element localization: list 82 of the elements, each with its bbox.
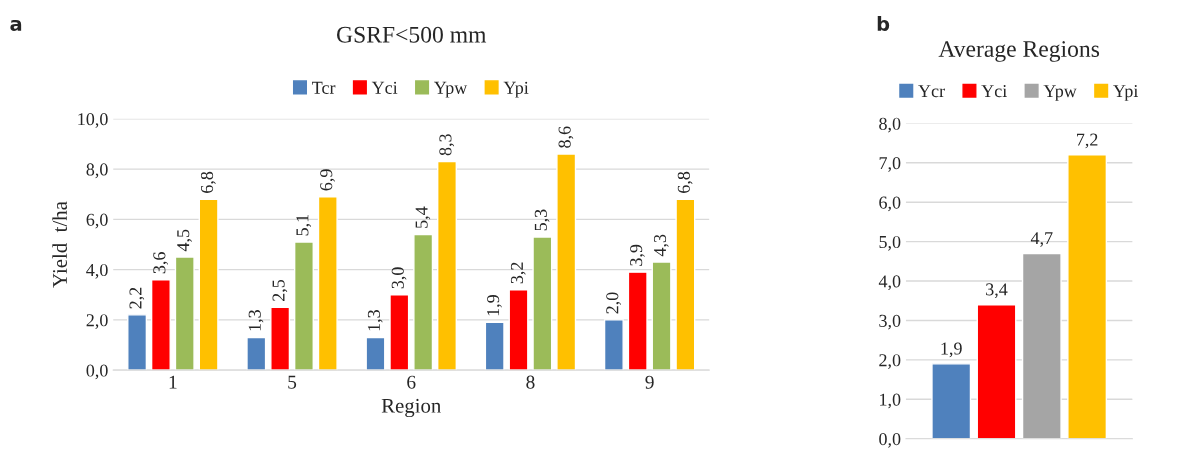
data-label: 2,2 bbox=[129, 287, 145, 309]
y-tick-label: 1,0 bbox=[880, 393, 901, 409]
data-label: 2,5 bbox=[272, 279, 288, 301]
x-tick-label: 9 bbox=[645, 375, 654, 389]
legend-label: Ypi bbox=[1113, 85, 1139, 101]
y-tick-label: 0,0 bbox=[879, 432, 901, 448]
chart-title: Average Regions bbox=[938, 41, 1100, 62]
bar bbox=[484, 321, 505, 371]
bar bbox=[293, 241, 314, 371]
x-tick-label: 1 bbox=[169, 375, 177, 389]
x-tick-label: 5 bbox=[288, 375, 297, 389]
y-tick-label: 0,0 bbox=[86, 364, 108, 380]
data-label: 3,9 bbox=[630, 244, 645, 266]
data-label: 6,9 bbox=[320, 169, 335, 191]
bar bbox=[556, 153, 577, 371]
y-tick-label: 6,0 bbox=[86, 213, 108, 229]
data-label: 3,0 bbox=[391, 267, 407, 289]
legend-label: Yci bbox=[981, 85, 1007, 98]
bar bbox=[270, 306, 291, 371]
y-tick-label: 6,0 bbox=[879, 196, 901, 212]
data-label: 5,3 bbox=[534, 209, 550, 231]
x-axis-title: Region bbox=[381, 398, 442, 418]
data-label: 6,8 bbox=[677, 171, 693, 193]
bar bbox=[603, 319, 624, 371]
legend-label: Ycr bbox=[918, 85, 945, 98]
data-label: 1,9 bbox=[487, 295, 502, 316]
y-tick-label: 2,0 bbox=[879, 354, 901, 369]
data-label: 3,4 bbox=[986, 283, 1008, 299]
bar bbox=[174, 256, 195, 371]
legend-label: Ypw bbox=[1043, 85, 1077, 101]
data-label: 3,6 bbox=[153, 252, 169, 274]
y-tick-label: 4,0 bbox=[878, 275, 901, 291]
data-label: 4,5 bbox=[177, 229, 192, 252]
y-tick-label: 8,0 bbox=[879, 117, 901, 133]
x-tick-label: 6 bbox=[407, 375, 416, 389]
y-tick-label: 4,0 bbox=[86, 263, 108, 279]
data-label: 7,2 bbox=[1077, 133, 1098, 149]
data-label: 6,8 bbox=[200, 171, 216, 193]
bar bbox=[627, 271, 648, 371]
bar bbox=[976, 304, 1017, 439]
data-label: 1,3 bbox=[248, 310, 264, 331]
bar bbox=[198, 198, 219, 371]
y-tick-label: 3,0 bbox=[879, 314, 901, 330]
legend-label: Ypw bbox=[434, 81, 468, 98]
data-label: 8,6 bbox=[558, 126, 574, 148]
data-label: 5,1 bbox=[296, 214, 312, 236]
data-label: 5,4 bbox=[415, 206, 431, 228]
bar bbox=[532, 236, 553, 371]
y-tick-label: 2,0 bbox=[86, 314, 108, 329]
data-label: 8,3 bbox=[439, 134, 455, 156]
legend-label: Tcr bbox=[312, 81, 336, 94]
y-tick-label: 5,0 bbox=[879, 235, 901, 251]
bar bbox=[1067, 154, 1108, 439]
bar bbox=[246, 336, 267, 371]
bar bbox=[651, 261, 672, 371]
y-tick-label: 8,0 bbox=[86, 163, 108, 179]
data-label: 2,0 bbox=[606, 292, 621, 314]
data-label: 4,3 bbox=[653, 234, 669, 257]
y-tick-label: 10,0 bbox=[78, 113, 108, 128]
data-label: 3,2 bbox=[510, 262, 526, 284]
legend-label: Ypi bbox=[503, 81, 529, 98]
chart-title: GSRF<500 mm bbox=[337, 26, 487, 43]
data-label: 1,9 bbox=[941, 342, 962, 358]
x-tick-label: 8 bbox=[526, 375, 535, 389]
text: a bbox=[10, 19, 22, 32]
bar bbox=[127, 314, 148, 371]
bar bbox=[389, 294, 410, 371]
text: b bbox=[877, 15, 890, 32]
bar bbox=[437, 160, 457, 371]
y-tick-label: 7,0 bbox=[879, 157, 901, 172]
bar bbox=[675, 198, 696, 371]
bar bbox=[508, 289, 529, 371]
data-label: 4,7 bbox=[1030, 232, 1053, 247]
bar bbox=[317, 196, 338, 371]
bar bbox=[365, 336, 386, 371]
bar bbox=[1021, 252, 1062, 439]
bar bbox=[150, 278, 171, 371]
data-label: 1,3 bbox=[367, 310, 383, 331]
bar bbox=[413, 233, 434, 371]
bar bbox=[931, 363, 972, 439]
y-axis-title: Yield t/ha bbox=[52, 201, 67, 288]
legend-label: Yci bbox=[371, 81, 398, 94]
